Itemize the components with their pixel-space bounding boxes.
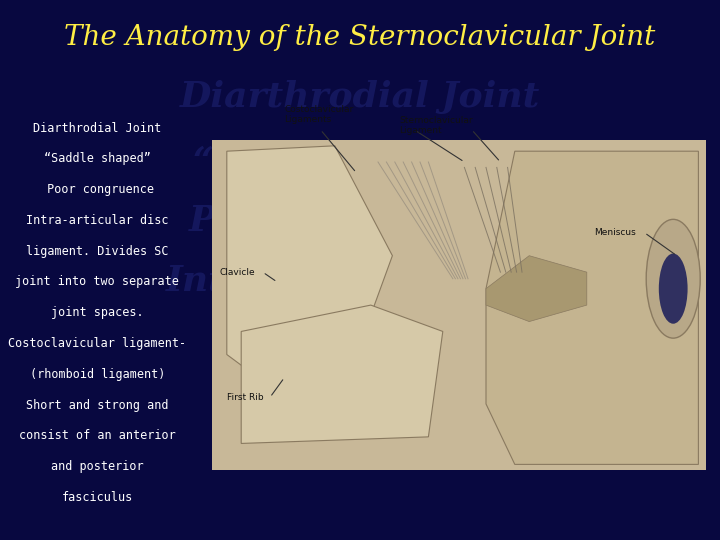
Polygon shape: [227, 146, 392, 397]
Ellipse shape: [647, 219, 701, 338]
Text: Poor congruence: Poor congruence: [40, 183, 154, 196]
Text: Diarthrodial Joint: Diarthrodial Joint: [33, 122, 161, 134]
Text: Intra-articular disc: Intra-articular disc: [166, 264, 554, 298]
Text: Intra-articular disc: Intra-articular disc: [26, 214, 168, 227]
Text: “Saddle shaped”: “Saddle shaped”: [193, 145, 527, 179]
Text: Poor congruence: Poor congruence: [189, 205, 531, 238]
Text: consist of an anterior: consist of an anterior: [19, 429, 176, 442]
Text: (rhomboid ligament): (rhomboid ligament): [30, 368, 165, 381]
Text: Costoclavicular ligament-: Costoclavicular ligament-: [8, 337, 186, 350]
Text: Diarthrodial Joint: Diarthrodial Joint: [180, 80, 540, 114]
Text: First Rib: First Rib: [227, 393, 264, 402]
Bar: [212, 140, 706, 470]
Text: Costoclavicular
Ligaments: Costoclavicular Ligaments: [284, 105, 354, 124]
Text: Clavicle: Clavicle: [220, 268, 255, 276]
Text: Meniscus: Meniscus: [594, 228, 636, 237]
Polygon shape: [241, 305, 443, 443]
Text: joint spaces.: joint spaces.: [51, 306, 143, 319]
Text: ligament. Divides SC: ligament. Divides SC: [26, 245, 168, 258]
Polygon shape: [486, 255, 587, 321]
Text: Sternoclavicular
Ligament: Sternoclavicular Ligament: [400, 116, 473, 135]
Text: “Saddle shaped”: “Saddle shaped”: [44, 152, 150, 165]
Text: Short and strong and: Short and strong and: [26, 399, 168, 411]
Text: fasciculus: fasciculus: [62, 491, 132, 504]
Text: The Anatomy of the Sternoclavicular Joint: The Anatomy of the Sternoclavicular Join…: [64, 24, 656, 51]
Ellipse shape: [659, 253, 688, 324]
Text: joint into two separate: joint into two separate: [15, 275, 179, 288]
Polygon shape: [486, 151, 698, 464]
Text: and posterior: and posterior: [51, 460, 143, 473]
